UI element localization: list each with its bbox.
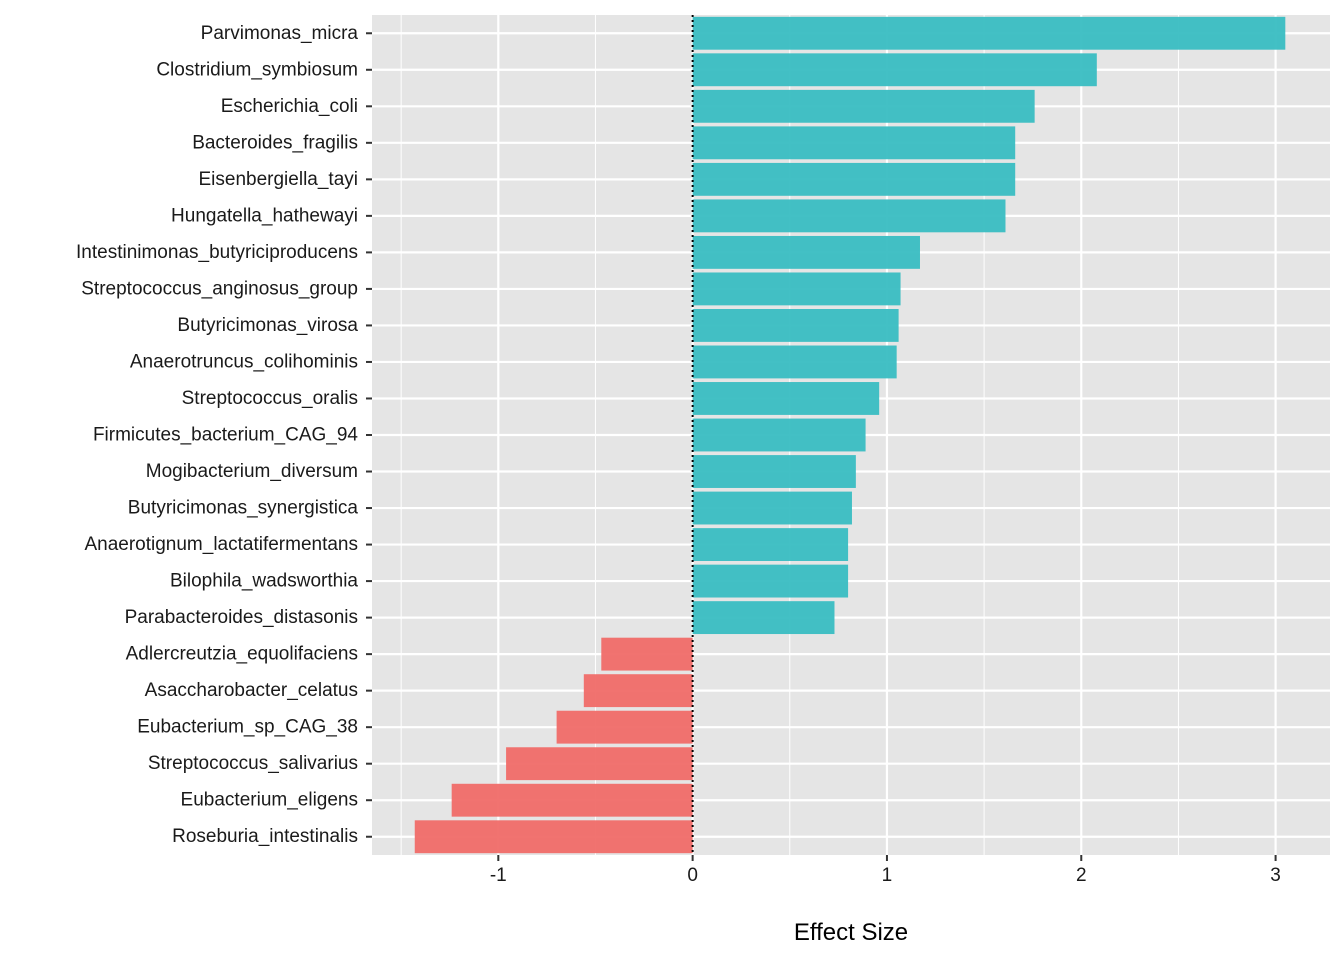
y-tick-label: Adlercreutzia_equolifaciens [126,644,358,665]
bar [692,272,901,306]
bar [692,235,920,269]
bars [414,16,1286,854]
y-tick-label: Anaerotignum_lactatifermentans [84,534,358,555]
bar [692,162,1016,196]
x-tick-label: 3 [1270,865,1281,886]
x-axis: -1 0 1 2 3 [490,855,1281,886]
y-tick-label: Butyricimonas_virosa [177,315,358,336]
y-tick-label: Intestinimonas_butyriciproducens [76,242,358,263]
bar [414,820,693,854]
y-tick-label: Bacteroides_fragilis [192,132,358,153]
x-tick-label: -1 [490,865,507,886]
bar [692,16,1286,50]
bar [601,637,693,671]
bar [556,710,693,744]
y-tick-label: Butyricimonas_synergistica [128,498,359,519]
bar [692,345,897,379]
bar [692,601,835,635]
bar [692,199,1006,233]
bar [583,674,693,708]
y-tick-label: Eisenbergiella_tayi [199,169,359,190]
y-tick-label: Clostridium_symbiosum [156,59,358,80]
y-tick-label: Asaccharobacter_celatus [145,680,358,701]
y-tick-label: Roseburia_intestinalis [172,826,358,847]
bar [692,564,849,598]
bar [692,89,1035,123]
y-tick-label: Firmicutes_bacterium_CAG_94 [93,425,358,446]
y-tick-label: Eubacterium_sp_CAG_38 [137,717,358,738]
y-tick-label: Mogibacterium_diversum [146,461,358,482]
y-axis: Parvimonas_micra Clostridium_symbiosum Esc… [76,23,372,847]
y-tick-label: Parabacteroides_distasonis [125,607,358,628]
bar [692,528,849,561]
bar [692,382,880,415]
x-tick-label: 2 [1076,865,1087,886]
bar [692,455,856,488]
y-tick-label: Parvimonas_micra [201,23,359,44]
y-tick-label: Streptococcus_salivarius [148,753,358,774]
bar [692,491,852,525]
y-tick-label: Anaerotruncus_colihominis [130,351,358,372]
x-tick-label: 1 [882,865,893,886]
bar [506,747,693,781]
bar [692,309,899,342]
y-tick-label: Streptococcus_anginosus_group [81,278,358,299]
bar [692,418,866,452]
x-tick-label: 0 [687,865,698,886]
y-tick-label: Bilophila_wadsworthia [170,571,358,592]
x-axis-title: Effect Size [794,919,908,946]
bar [692,53,1097,87]
y-tick-label: Hungatella_hathewayi [171,205,358,226]
bar [692,126,1016,160]
y-tick-label: Eubacterium_eligens [181,790,358,811]
bar [451,783,693,817]
y-tick-label: Streptococcus_oralis [182,388,358,409]
y-tick-label: Escherichia_coli [221,96,358,117]
